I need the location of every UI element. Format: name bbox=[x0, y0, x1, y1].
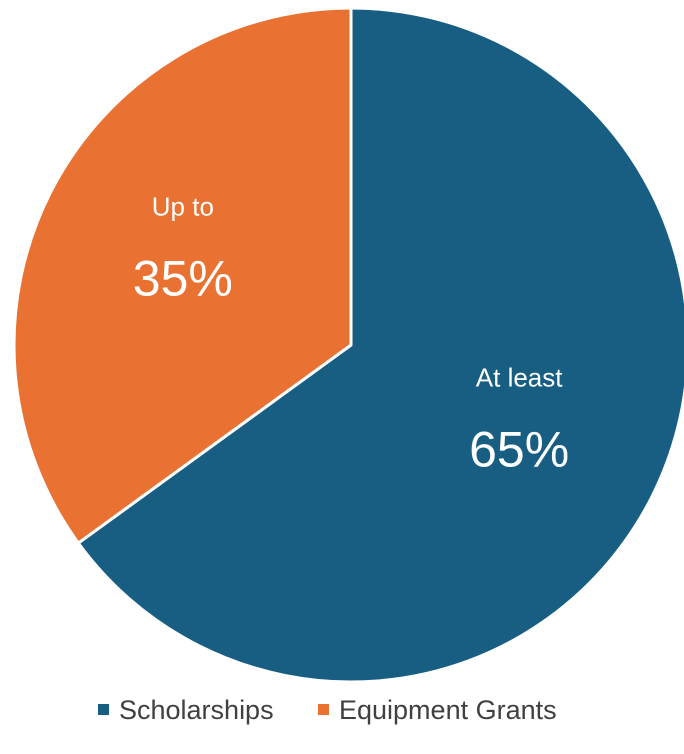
slice-label-value: 65% bbox=[469, 422, 569, 478]
legend-label: Scholarships bbox=[119, 695, 274, 725]
pie-slice-equipment-grants bbox=[12, 6, 353, 545]
pie-slices bbox=[12, 6, 684, 684]
legend: Scholarships Equipment Grants bbox=[98, 695, 557, 725]
legend-label: Equipment Grants bbox=[339, 695, 557, 725]
slice-label-value: 35% bbox=[133, 250, 233, 306]
legend-swatch-equipment-grants bbox=[318, 704, 329, 715]
pie-slice-scholarships bbox=[76, 6, 684, 684]
slice-label-prefix: At least bbox=[476, 363, 563, 393]
slice-labels: At least 65% Up to 35% bbox=[133, 191, 569, 477]
slice-label-prefix: Up to bbox=[152, 191, 214, 221]
legend-swatch-scholarships bbox=[98, 704, 109, 715]
